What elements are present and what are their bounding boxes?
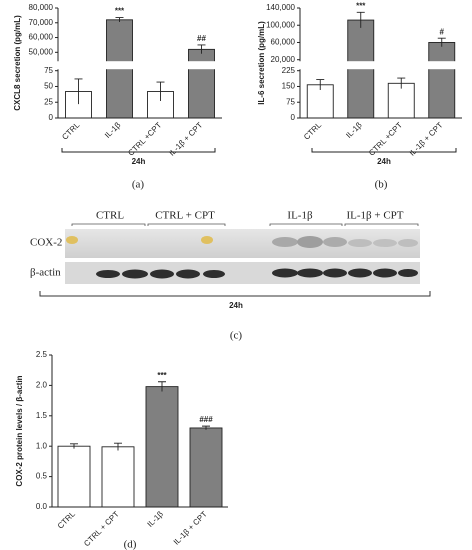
blot-row-label: COX-2 [30,237,62,249]
axis-break [54,61,224,70]
error-bar [316,79,325,91]
y-axis-label: IL-6 secretion (pg/mL) [257,21,266,105]
blot-row-label: β-actin [30,267,61,279]
y-tick-label: 60,000 [271,38,296,47]
error-bar [114,442,122,451]
annotation: *** [356,1,366,10]
y-tick-label: 25 [44,97,53,106]
y-tick-label: 2.5 [36,350,48,359]
blot-band [373,239,397,247]
ladder [66,236,78,244]
y-tick-label: 2.0 [36,381,48,390]
x-tick-label: CTRL [60,120,82,142]
y-tick-label: 20,000 [271,55,296,64]
y-tick-label: 60,000 [29,33,54,42]
error-bar [74,78,83,105]
ladder [201,236,213,244]
blot-group: CTRL + CPT [155,210,215,222]
y-tick-label: 150 [282,82,296,91]
panel-label: (d) [124,539,137,550]
y-tick-label: 1.5 [36,411,48,420]
blot-band [297,236,323,248]
blot-group: IL-1β + CPT [346,210,403,222]
annotation: # [440,27,445,36]
blot-band [398,239,418,247]
bar [387,82,415,119]
blot-bands [96,268,418,279]
blot-brackets [71,223,419,226]
y-axis-label: COX-2 protein levels / β-actin [15,375,24,486]
error-bar [156,81,165,101]
bar [428,42,456,119]
bar [189,427,223,508]
blot-group: IL-1β [287,210,313,222]
error-bar [158,381,166,392]
error-bar [70,443,78,449]
blot-band [272,237,298,247]
group-line [61,148,216,153]
annotation: *** [115,7,125,16]
y-tick-label: 0 [49,113,54,122]
y-tick-label: 75 [44,66,53,75]
group-label: 24h [132,157,146,166]
bar [188,48,215,119]
blot-strip [65,262,420,284]
error-bar [202,425,210,430]
y-tick-label: 80,000 [29,3,54,12]
y-tick-label: 50 [44,82,53,91]
annotation: ### [199,415,213,424]
blot-band [348,239,372,247]
blot-band [323,237,347,247]
error-bar [197,44,206,54]
x-tick-label: IL-1β [146,509,166,529]
annotation: *** [157,371,167,380]
x-tick-label: IL-1β + CPT [172,509,209,546]
bar [57,445,91,508]
y-tick-label: 75 [286,97,295,106]
x-tick-label: CTRL + CPT [82,509,121,548]
error-bar [115,17,124,23]
blot-group: CTRL [96,210,124,222]
y-tick-label: 140,000 [266,3,295,12]
panel-label: (a) [132,179,145,191]
error-bar [397,77,406,89]
x-tick-label: CTRL [56,509,78,531]
y-tick-label: 1.0 [36,441,48,450]
x-tick-label: IL-1β [344,120,364,140]
group-label: 24h [377,157,391,166]
blot-timeline [39,291,431,297]
panel-label: (c) [230,330,243,342]
panel-label: (b) [375,179,388,191]
y-tick-label: 0.5 [36,472,48,481]
y-tick-label: 0.0 [36,502,48,511]
y-tick-label: 70,000 [29,18,54,27]
y-tick-label: 225 [282,66,296,75]
blot-panel: CTRL CTRL + CPT IL-1β IL-1β + CPT COX-2 … [30,210,431,342]
x-tick-label: IL-1β [103,120,123,140]
annotation: ## [197,34,206,43]
blot-time: 24h [229,301,243,310]
axis-break [296,61,464,70]
bar [101,446,135,508]
error-bar [356,11,365,28]
y-tick-label: 0 [291,113,296,122]
y-tick-label: 50,000 [29,47,54,56]
group-line [311,148,457,153]
error-bar [437,37,446,47]
y-axis-label: CXCL8 secretion (pg/mL) [13,15,22,111]
y-tick-label: 100,000 [266,20,295,29]
bar [145,386,179,508]
x-tick-label: CTRL [302,120,324,142]
